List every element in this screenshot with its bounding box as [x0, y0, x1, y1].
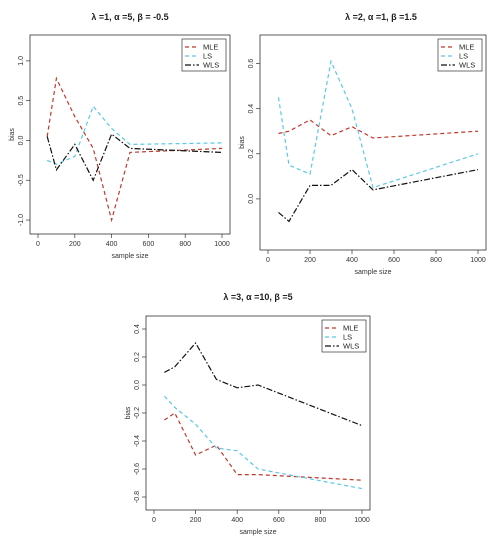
y-tick-label: -1.0	[18, 214, 25, 226]
x-tick-label: 600	[273, 517, 285, 524]
y-tick-label: 0.0	[248, 194, 255, 204]
chart-1-title: λ =1, α =5, β = -0.5	[91, 12, 169, 22]
x-tick-label: 0	[36, 241, 40, 248]
x-tick-label: 400	[346, 257, 358, 264]
y-tick-label: 0.6	[248, 59, 255, 69]
y-axis-label: bias	[125, 406, 132, 419]
y-tick-label: 0.4	[248, 104, 255, 114]
x-axis-label: sample size	[112, 253, 149, 260]
chart-1: 0 200 400 600 800 1000 -1.0 -0.5 0.0 0.5 1.0 sample…	[9, 34, 231, 260]
y-axis-label: bias	[9, 128, 16, 141]
plot-frame	[259, 34, 487, 251]
x-tick-label: 1000	[214, 241, 230, 248]
x-tick-label: 0	[266, 257, 270, 264]
x-tick-label: 1000	[354, 517, 370, 524]
legend-label-mle: MLE	[343, 324, 358, 333]
legend-label-wls: WLS	[459, 61, 475, 70]
series-line-ls	[277, 59, 479, 189]
chart-2-title: λ =2, α =1, β =1.5	[345, 12, 417, 22]
legend-box	[321, 319, 367, 353]
x-tick-label: 1000	[470, 257, 486, 264]
x-tick-label: 400	[106, 241, 118, 248]
x-tick-label: 600	[388, 257, 400, 264]
chart-3-title: λ =3, α =10, β =5	[223, 292, 293, 302]
plot-frame	[29, 34, 231, 235]
legend-label-ls: LS	[343, 333, 352, 342]
x-tick-label: 400	[231, 517, 243, 524]
legend-box	[181, 38, 227, 72]
y-axis-label: bias	[239, 136, 246, 149]
y-tick-label: 0.2	[134, 352, 141, 362]
y-tick-label: 0.4	[134, 324, 141, 334]
x-tick-label: 800	[179, 241, 191, 248]
y-tick-label: 0.0	[18, 135, 25, 145]
series-line-mle	[278, 119, 479, 139]
y-tick-label: -0.5	[18, 174, 25, 186]
x-tick-label: 0	[152, 517, 156, 524]
x-tick-label: 800	[430, 257, 442, 264]
series-line-ls	[163, 395, 363, 490]
y-tick-label: 1.0	[18, 56, 25, 66]
y-tick-label: 0.0	[134, 380, 141, 390]
legend-label-mle: MLE	[203, 43, 218, 52]
y-tick-label: -0.4	[134, 435, 141, 447]
y-tick-label: -0.2	[134, 407, 141, 419]
x-tick-label: 600	[143, 241, 155, 248]
legend-label-ls: LS	[459, 52, 468, 61]
chart-2: 0 200 400 600 800 1000 0.0 0.2 0.4 0.6 sample size…	[239, 34, 487, 276]
series-line-wls	[278, 168, 479, 223]
x-axis-label: sample size	[240, 529, 277, 536]
x-axis-label: sample size	[355, 269, 392, 276]
legend-label-wls: WLS	[343, 342, 359, 351]
legend-label-ls: LS	[203, 52, 212, 61]
series-line-wls	[46, 133, 223, 182]
x-tick-label: 200	[190, 517, 202, 524]
series-line-mle	[46, 76, 223, 223]
chart-3: 0 200 400 600 800 1000 -0.8 -0.6 -0.4 -0.2 0.0 0.2 0…	[125, 315, 371, 536]
series-line-ls	[46, 105, 223, 165]
series-line-wls	[164, 341, 363, 427]
x-tick-label: 800	[315, 517, 327, 524]
y-tick-label: 0.5	[18, 96, 25, 106]
y-tick-label: -0.6	[134, 463, 141, 475]
x-tick-label: 200	[69, 241, 81, 248]
y-tick-label: 0.2	[248, 149, 255, 159]
y-tick-label: -0.8	[134, 491, 141, 503]
x-tick-label: 200	[304, 257, 316, 264]
legend-label-mle: MLE	[459, 43, 474, 52]
legend-box	[437, 38, 483, 72]
legend-label-wls: WLS	[203, 61, 219, 70]
